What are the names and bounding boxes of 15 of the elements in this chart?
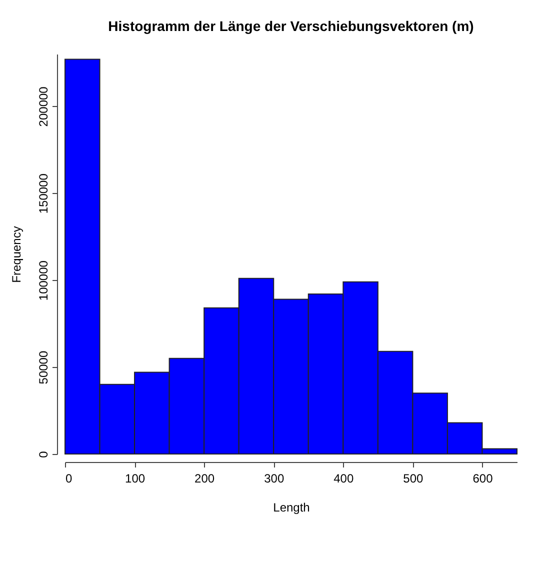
- x-tick-label: 200: [194, 472, 215, 486]
- y-tick-label: 0: [36, 450, 50, 458]
- y-tick-label: 200000: [36, 86, 50, 127]
- y-tick-label: 100000: [36, 260, 50, 301]
- y-tick-label: 150000: [36, 173, 50, 214]
- x-tick-label: 300: [264, 472, 284, 486]
- y-axis-title: Frequency: [10, 226, 24, 283]
- x-tick-label: 400: [334, 472, 354, 486]
- x-tick-label: 0: [66, 472, 72, 486]
- chart-title: Histogramm der Länge der Verschiebungsvektoren (m): [108, 18, 474, 34]
- x-tick-label: 500: [403, 472, 424, 486]
- y-tick-label: 50000: [36, 350, 50, 384]
- x-axis-title: Length: [273, 500, 310, 514]
- x-tick-label: 100: [125, 472, 146, 486]
- x-tick-label: 600: [472, 472, 494, 486]
